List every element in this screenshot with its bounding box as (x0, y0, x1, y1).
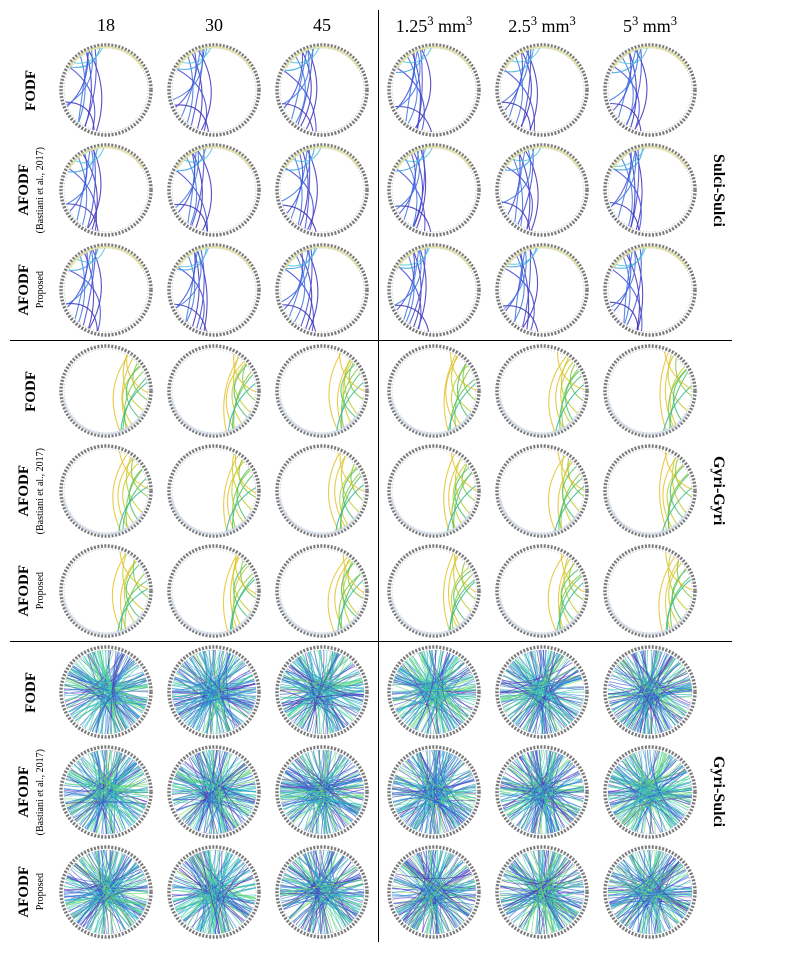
vertical-divider (378, 441, 379, 541)
vertical-divider (378, 140, 379, 240)
figure-grid: 18 30 45 1.253 mm3 2.53 mm3 53 mm3 FODF Sulci-S… (10, 10, 787, 942)
connectogram-cell (600, 40, 700, 140)
vertical-divider (378, 541, 379, 641)
connectogram-cell (384, 842, 484, 942)
col-head-right-0: 1.253 mm3 (396, 14, 473, 37)
connectogram-cell (164, 341, 264, 441)
connectogram-cell (492, 140, 592, 240)
vertical-divider (378, 742, 379, 842)
connectogram-cell (600, 642, 700, 742)
connectogram-cell (272, 842, 372, 942)
connectogram-cell (492, 842, 592, 942)
connectogram-cell (164, 642, 264, 742)
section-label-Gyri-Gyri: Gyri-Gyri (709, 456, 727, 525)
connectogram-cell (164, 541, 264, 641)
connectogram-cell (56, 842, 156, 942)
row-label-Gyri-Sulci-0: FODF (23, 642, 40, 742)
connectogram-cell (272, 541, 372, 641)
connectogram-cell (56, 441, 156, 541)
col-head-right-2: 53 mm3 (623, 14, 677, 37)
col-head-right-1: 2.53 mm3 (508, 14, 576, 37)
vertical-divider (378, 842, 379, 942)
vertical-divider (378, 341, 379, 441)
connectogram-cell (56, 642, 156, 742)
connectogram-cell (492, 541, 592, 641)
connectogram-cell (384, 140, 484, 240)
row-label-Gyri-Gyri-0: FODF (23, 341, 40, 441)
connectogram-cell (272, 441, 372, 541)
row-label-Sulci-Sulci-2: AFODFProposed (16, 240, 46, 340)
vertical-divider (378, 10, 379, 40)
connectogram-cell (492, 742, 592, 842)
connectogram-cell (600, 140, 700, 240)
connectogram-cell (272, 240, 372, 340)
connectogram-cell (56, 341, 156, 441)
row-label-Gyri-Sulci-2: AFODFProposed (16, 842, 46, 942)
row-label-Sulci-Sulci-1: AFODF(Bastiani et al., 2017) (16, 140, 46, 240)
connectogram-cell (384, 441, 484, 541)
row-label-Gyri-Sulci-1: AFODF(Bastiani et al., 2017) (16, 742, 46, 842)
connectogram-cell (384, 240, 484, 340)
connectogram-cell (600, 240, 700, 340)
connectogram-cell (384, 541, 484, 641)
connectogram-cell (384, 742, 484, 842)
connectogram-cell (384, 40, 484, 140)
connectogram-cell (600, 441, 700, 541)
connectogram-cell (492, 341, 592, 441)
connectogram-cell (164, 40, 264, 140)
connectogram-cell (384, 642, 484, 742)
connectogram-cell (600, 742, 700, 842)
connectogram-cell (600, 541, 700, 641)
connectogram-cell (272, 642, 372, 742)
connectogram-cell (384, 341, 484, 441)
connectogram-cell (56, 742, 156, 842)
col-head-left-1: 30 (205, 15, 223, 36)
section-label-Gyri-Sulci: Gyri-Sulci (709, 756, 727, 827)
connectogram-cell (492, 441, 592, 541)
row-label-Gyri-Gyri-1: AFODF(Bastiani et al., 2017) (16, 441, 46, 541)
connectogram-cell (272, 341, 372, 441)
row-label-Sulci-Sulci-0: FODF (23, 40, 40, 140)
connectogram-cell (164, 140, 264, 240)
vertical-divider (378, 642, 379, 742)
connectogram-cell (164, 240, 264, 340)
connectogram-cell (492, 40, 592, 140)
col-head-left-2: 45 (313, 15, 331, 36)
connectogram-cell (164, 842, 264, 942)
vertical-divider (378, 240, 379, 340)
connectogram-cell (492, 240, 592, 340)
connectogram-cell (272, 40, 372, 140)
connectogram-cell (600, 842, 700, 942)
vertical-divider (378, 40, 379, 140)
connectogram-cell (272, 742, 372, 842)
connectogram-cell (56, 140, 156, 240)
connectogram-cell (164, 742, 264, 842)
connectogram-cell (164, 441, 264, 541)
col-head-left-0: 18 (97, 15, 115, 36)
connectogram-cell (492, 642, 592, 742)
row-label-Gyri-Gyri-2: AFODFProposed (16, 541, 46, 641)
connectogram-cell (56, 240, 156, 340)
connectogram-cell (272, 140, 372, 240)
connectogram-cell (56, 40, 156, 140)
connectogram-cell (56, 541, 156, 641)
connectogram-cell (600, 341, 700, 441)
section-label-Sulci-Sulci: Sulci-Sulci (709, 154, 727, 227)
